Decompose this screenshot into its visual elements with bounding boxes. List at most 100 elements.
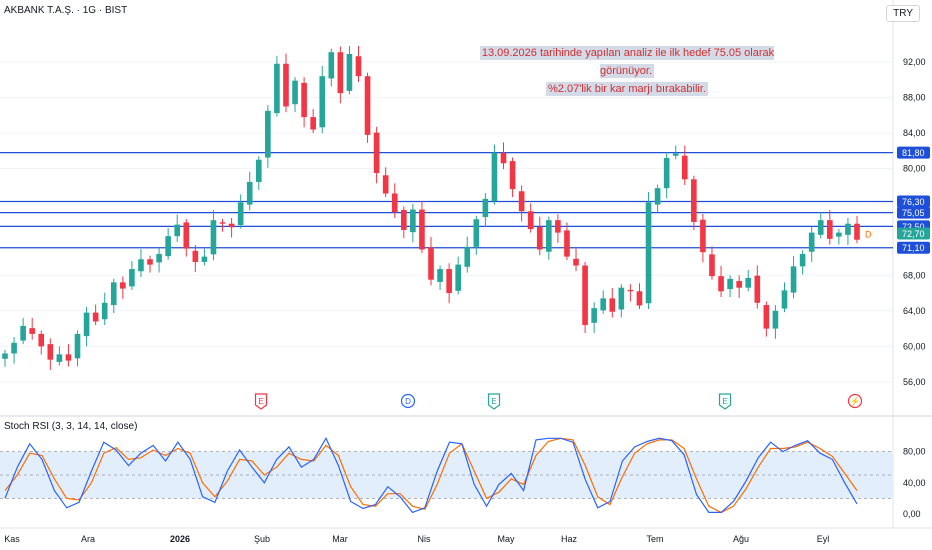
indicator-label: Stoch RSI (3, 3, 14, 14, close): [4, 421, 138, 432]
candle-body: [174, 224, 181, 237]
candle-body: [346, 53, 353, 91]
price-tick-label: 80,00: [903, 164, 926, 174]
price-tick-label: 60,00: [903, 341, 926, 351]
level-price-label: 71,10: [902, 243, 925, 253]
candle-body: [355, 56, 362, 77]
symbol-title: AKBANK T.A.Ş. · 1G · BIST: [4, 5, 128, 16]
time-tick-label: Mar: [332, 534, 348, 544]
time-tick-label: May: [497, 534, 515, 544]
candle-body: [11, 342, 17, 354]
candle-body: [691, 179, 697, 222]
stoch-rsi-pane: [0, 436, 893, 514]
candle-body: [47, 344, 54, 360]
candle-body: [509, 161, 516, 190]
candle-body: [518, 191, 525, 212]
candle-body: [192, 250, 199, 262]
candle-body: [74, 333, 81, 359]
candle-body: [237, 202, 244, 226]
candle-body: [228, 223, 235, 228]
level-price-tag: [897, 227, 930, 240]
candle-body: [455, 264, 462, 291]
candle-body: [246, 181, 253, 205]
stoch-tick-label: 40,00: [903, 478, 926, 488]
note-line-2: %2.07'lik bir kar marjı bırakabilir.: [546, 82, 708, 96]
time-tick-label: Eyl: [817, 534, 830, 544]
price-tick-label: 84,00: [903, 128, 926, 138]
candle-body: [763, 305, 770, 329]
candle-body: [147, 259, 153, 265]
earnings-marker-badge: [254, 393, 268, 410]
time-tick-label: Kas: [4, 534, 20, 544]
candle-body: [709, 254, 715, 277]
candle-body: [410, 209, 416, 233]
candle-body: [265, 110, 271, 158]
candle-series: D: [2, 45, 872, 370]
candle-body: [29, 328, 36, 334]
event-marker-label: E: [258, 397, 263, 406]
candle-body: [274, 63, 280, 114]
price-tick-label: 56,00: [903, 377, 926, 387]
stoch-d-line: [4, 437, 858, 514]
candle-body: [110, 282, 117, 306]
candle-body: [419, 209, 425, 250]
level-price-label: 72,70: [902, 229, 925, 239]
candle-body: [38, 333, 45, 347]
price-axis[interactable]: 92,00 88,00 84,00 80,00 68,00 64,00 60,00 56,00…: [897, 57, 930, 519]
stoch-tick-label: 0,00: [903, 509, 921, 519]
time-axis[interactable]: Kas Ara 2026 Şub Mar Nis May Haz Tem Ağu Eyl: [4, 534, 829, 544]
candle-body: [836, 232, 842, 237]
candle-body: [491, 152, 498, 202]
candle-body: [854, 223, 860, 240]
candle-body: [364, 76, 371, 135]
candle-body: [183, 222, 190, 249]
level-price-tag: [897, 241, 930, 254]
candle-body: [582, 265, 588, 326]
candle-body: [156, 253, 162, 263]
candle-body: [718, 276, 724, 292]
time-tick-label: Nis: [418, 534, 431, 544]
grid: [0, 0, 932, 529]
candle-body: [636, 291, 643, 306]
candle-body: [482, 198, 489, 218]
currency-button[interactable]: TRY: [886, 5, 920, 22]
candle-body: [310, 117, 316, 130]
event-markers[interactable]: E D E E ⚡: [254, 393, 863, 410]
candle-body: [382, 175, 389, 194]
price-tick-label: 92,00: [903, 57, 926, 67]
price-tick-label: 68,00: [903, 270, 926, 280]
candle-body: [92, 312, 99, 322]
candle-body: [255, 159, 262, 182]
candle-body: [591, 308, 597, 323]
analysis-note: 13.09.2026 tarihinde yapılan analiz ile …: [454, 44, 800, 98]
candle-body: [826, 220, 833, 239]
candle-body: [772, 310, 779, 329]
dividend-marker: D: [865, 229, 872, 239]
candle-body: [700, 219, 706, 253]
candle-body: [201, 256, 208, 262]
time-tick-label: Haz: [561, 534, 578, 544]
candle-body: [337, 52, 344, 94]
candle-body: [808, 232, 815, 252]
candle-body: [446, 269, 452, 294]
note-line-1: 13.09.2026 tarihinde yapılan analiz ile …: [479, 46, 775, 78]
candle-body: [138, 259, 144, 272]
candle-body: [129, 269, 135, 287]
time-tick-label: Şub: [254, 534, 270, 544]
level-price-tag: [897, 146, 930, 159]
candle-body: [400, 209, 407, 230]
candle-body: [101, 302, 108, 320]
price-levels: [0, 152, 893, 249]
candle-body: [618, 287, 625, 310]
candle-body: [654, 188, 661, 205]
level-price-tag: [897, 206, 930, 219]
time-tick-label: Ağu: [733, 534, 749, 544]
candle-body: [555, 220, 561, 233]
candle-body: [645, 202, 652, 304]
price-tick-label: 88,00: [903, 93, 926, 103]
level-price-tag: [897, 195, 930, 208]
candle-body: [536, 226, 543, 250]
candle-body: [219, 222, 226, 224]
candle-body: [428, 247, 434, 280]
earnings-marker-badge: [718, 393, 732, 410]
